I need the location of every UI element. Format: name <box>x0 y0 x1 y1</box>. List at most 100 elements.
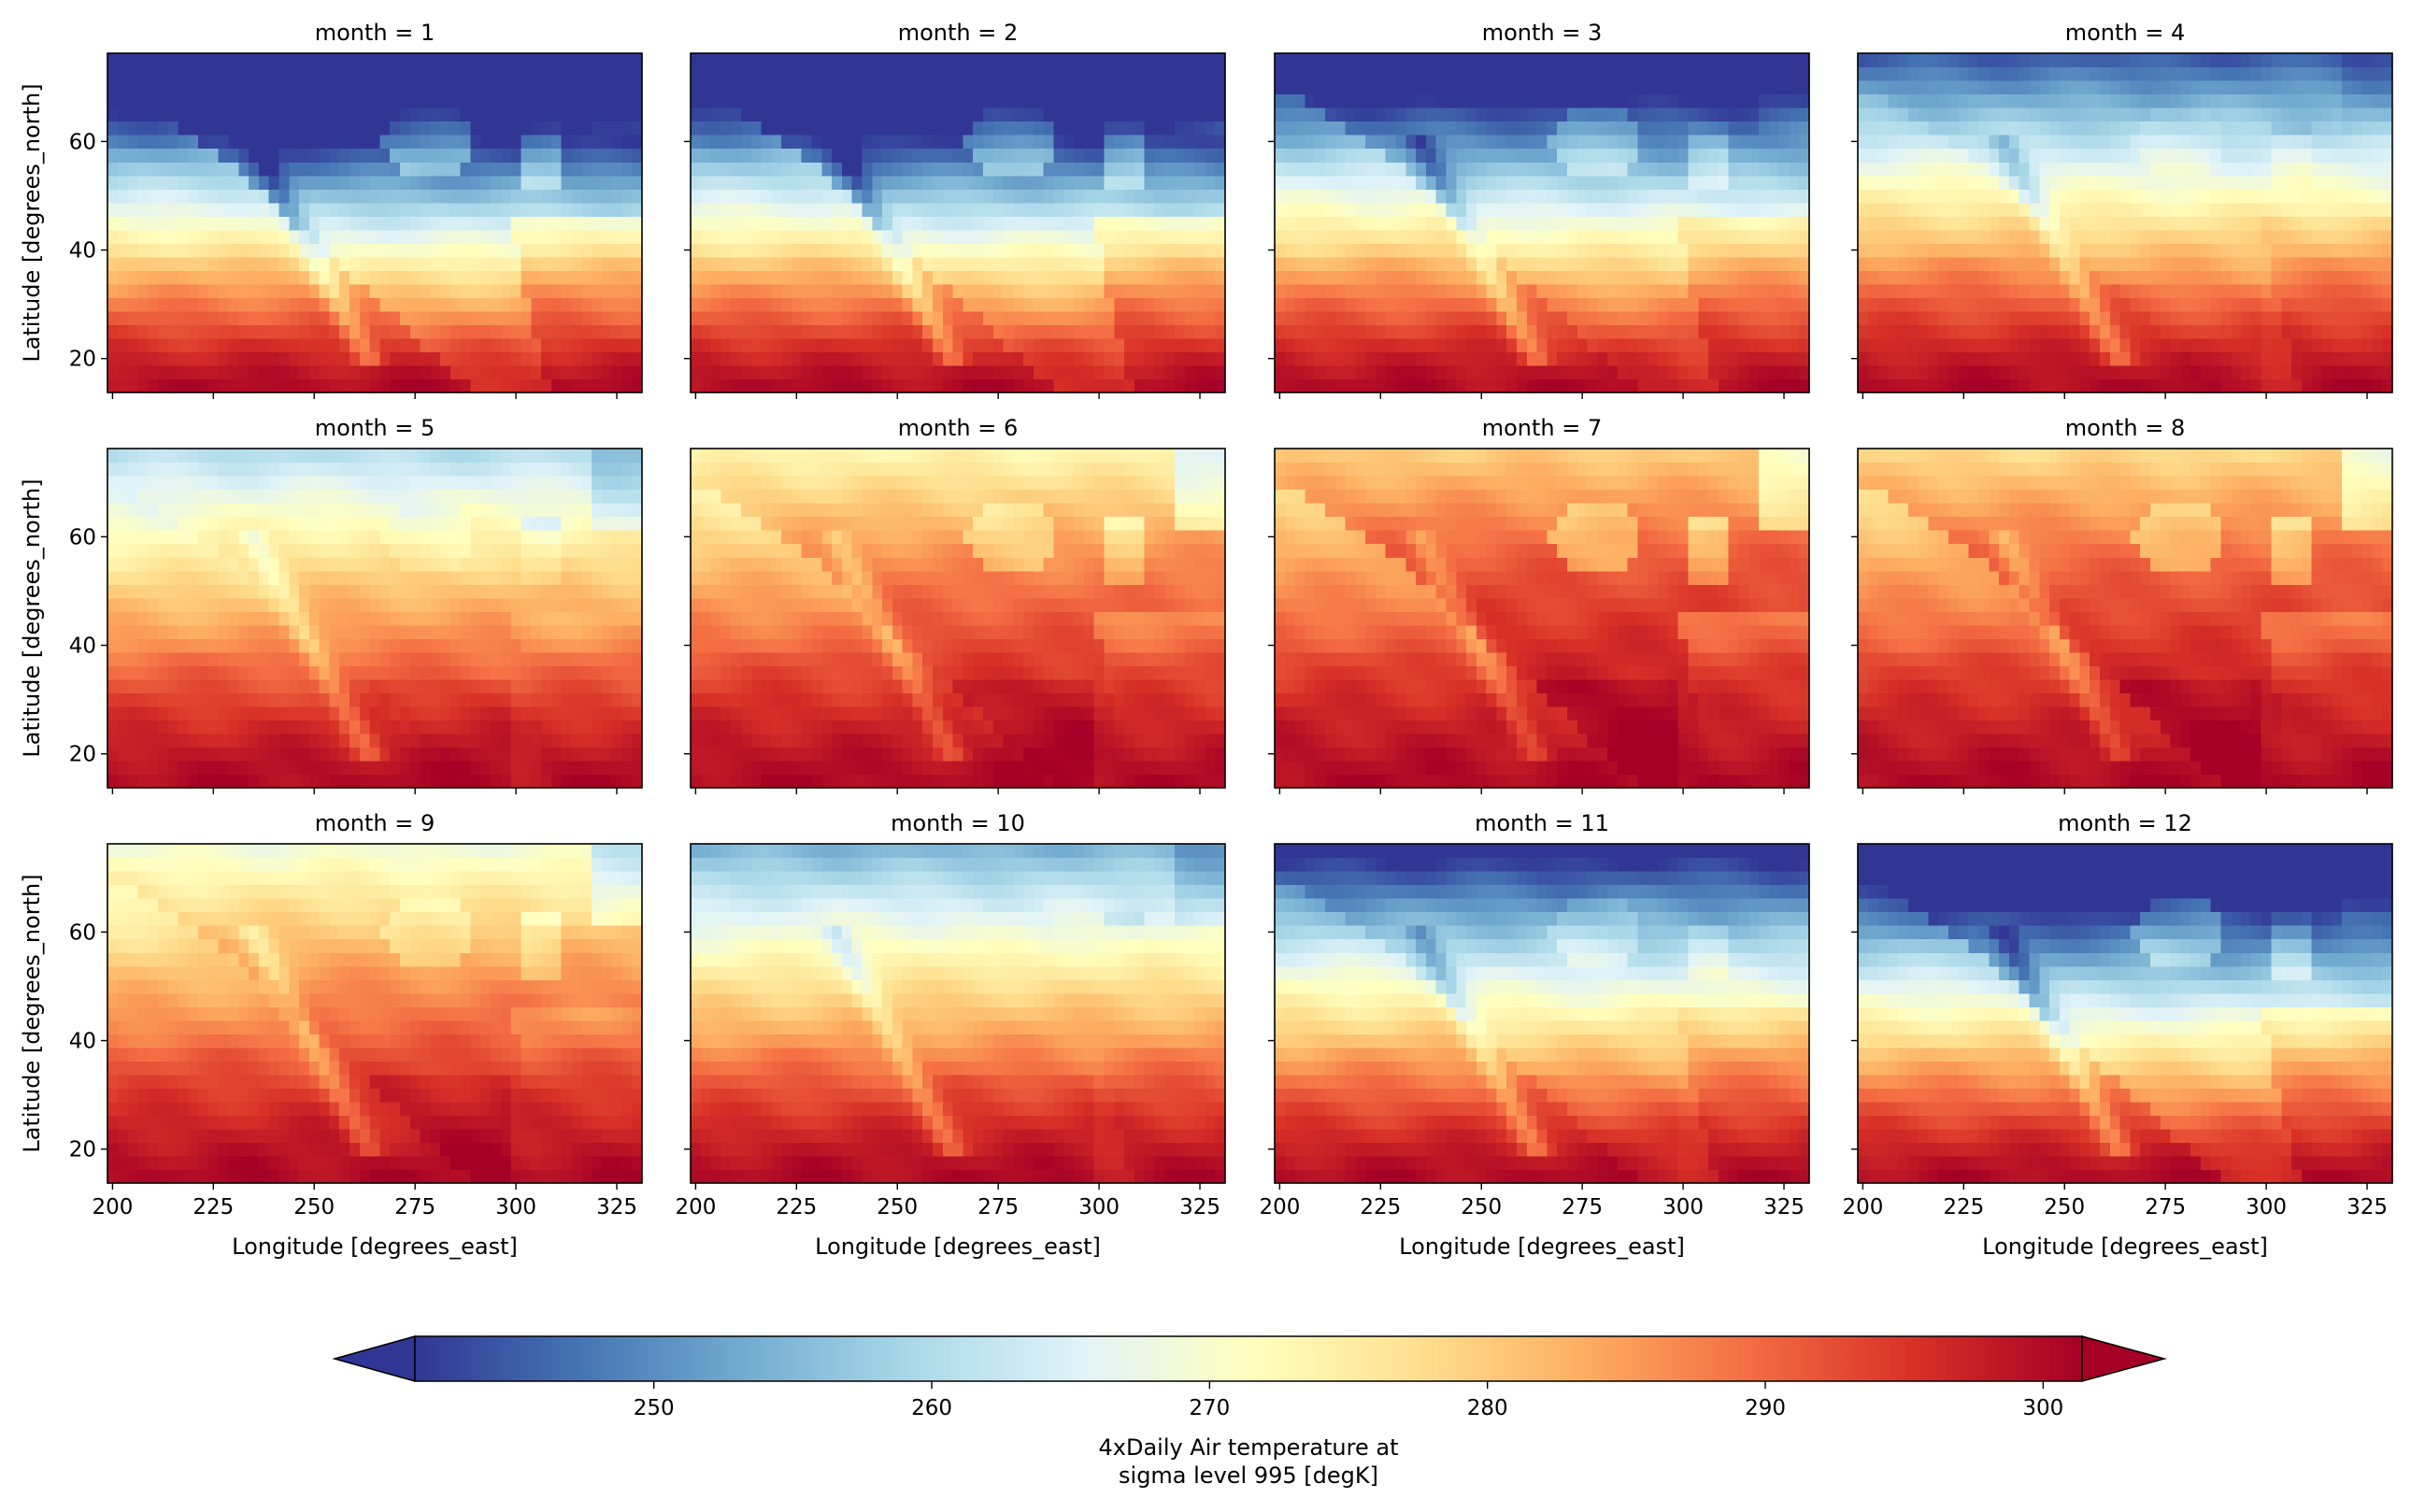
heatmap-cell <box>1728 256 1740 271</box>
heatmap-cell <box>1526 216 1538 231</box>
heatmap-cell <box>1114 216 1125 231</box>
heatmap-cell <box>1294 148 1305 163</box>
heatmap-cell <box>1728 324 1740 339</box>
heatmap-cell <box>541 256 552 271</box>
heatmap-cell <box>791 351 803 366</box>
heatmap-cell <box>117 283 129 298</box>
heatmap-cell <box>258 189 270 204</box>
heatmap-cell <box>2149 256 2161 271</box>
heatmap-cell <box>1708 53 1719 68</box>
heatmap-cell <box>2079 351 2090 366</box>
heatmap-cell <box>1416 135 1427 150</box>
heatmap-cell <box>2250 189 2262 204</box>
heatmap-cell <box>107 243 119 258</box>
heatmap-cell <box>299 202 310 217</box>
heatmap-cell <box>188 66 199 81</box>
heatmap-cell <box>2008 202 2020 217</box>
heatmap-cell <box>1688 310 1699 325</box>
heatmap-cell <box>1334 216 1347 231</box>
heatmap-cell <box>1526 351 1538 366</box>
heatmap-cell <box>249 310 260 325</box>
heatmap-cell <box>339 351 350 366</box>
heatmap-cell <box>2130 216 2141 231</box>
heatmap-cell <box>1877 216 1889 231</box>
heatmap-cell <box>611 270 623 285</box>
heatmap-cell <box>550 202 563 217</box>
heatmap-cell <box>761 364 772 380</box>
heatmap-cell <box>1375 283 1387 298</box>
heatmap-cell <box>1324 53 1336 68</box>
heatmap-cell <box>1759 148 1770 163</box>
heatmap-cell <box>1385 121 1397 136</box>
heatmap-cell <box>268 216 280 231</box>
heatmap-cell <box>1053 364 1064 380</box>
heatmap-cell <box>761 148 772 163</box>
heatmap-cell <box>1496 270 1507 285</box>
heatmap-cell <box>107 66 119 81</box>
heatmap-cell <box>1074 107 1085 122</box>
heatmap-cell <box>592 270 603 285</box>
heatmap-cell <box>1938 243 1949 258</box>
heatmap-cell <box>278 310 290 325</box>
heatmap-cell <box>1083 216 1095 231</box>
heatmap-cell <box>1043 148 1055 163</box>
heatmap-cell <box>117 107 129 122</box>
heatmap-cell <box>1918 216 1930 231</box>
heatmap-cell <box>1637 66 1648 81</box>
heatmap-cell <box>550 121 563 136</box>
heatmap-cell <box>1506 297 1518 312</box>
heatmap-cell <box>832 121 843 136</box>
heatmap-cell <box>791 378 803 393</box>
heatmap-cell <box>592 66 603 81</box>
heatmap-cell <box>740 243 752 258</box>
heatmap-cell <box>2231 337 2242 353</box>
heatmap-cell <box>601 351 613 366</box>
heatmap-cell <box>882 53 893 68</box>
heatmap-cell <box>167 243 179 258</box>
heatmap-cell <box>2079 283 2090 298</box>
heatmap-cell <box>1989 324 2000 339</box>
heatmap-cell <box>2170 270 2181 285</box>
heatmap-cell <box>440 270 451 285</box>
heatmap-cell <box>561 121 573 136</box>
heatmap-cell <box>308 351 321 366</box>
heatmap-cell <box>731 270 742 285</box>
heatmap-cell <box>2301 337 2313 353</box>
heatmap-cell <box>1355 216 1366 231</box>
heatmap-cell <box>1968 175 1980 190</box>
heatmap-cell <box>449 337 462 353</box>
heatmap-cell <box>1345 80 1356 95</box>
heatmap-cell <box>1637 216 1648 231</box>
heatmap-cell <box>1043 364 1055 380</box>
heatmap-cell <box>933 121 944 136</box>
heatmap-cell <box>2170 256 2181 271</box>
heatmap-cell <box>761 297 772 312</box>
heatmap-cell <box>821 216 833 231</box>
heatmap-cell <box>1768 53 1780 68</box>
heatmap-cell <box>1003 243 1014 258</box>
heatmap-cell <box>541 270 552 285</box>
heatmap-cell <box>1607 324 1619 339</box>
heatmap-cell <box>188 189 199 204</box>
heatmap-cell <box>1205 93 1216 108</box>
heatmap-cell <box>761 175 772 190</box>
heatmap-cell <box>2160 364 2172 380</box>
heatmap-cell <box>2241 351 2252 366</box>
heatmap-cell <box>137 107 149 122</box>
heatmap-cell <box>1104 135 1115 150</box>
heatmap-cell <box>791 202 803 217</box>
heatmap-cell <box>841 310 853 325</box>
heatmap-cell <box>1627 135 1639 150</box>
heatmap-cell <box>571 202 582 217</box>
heatmap-cell <box>308 337 321 353</box>
heatmap-cell <box>521 337 532 353</box>
heatmap-cell <box>289 175 300 190</box>
heatmap-cell <box>1305 53 1316 68</box>
heatmap-cell <box>1215 107 1226 122</box>
heatmap-cell <box>1315 175 1326 190</box>
heatmap-cell <box>581 337 592 353</box>
heatmap-cell <box>157 66 169 81</box>
heatmap-cell <box>308 229 321 244</box>
heatmap-cell <box>1134 324 1146 339</box>
heatmap-cell <box>379 351 391 366</box>
